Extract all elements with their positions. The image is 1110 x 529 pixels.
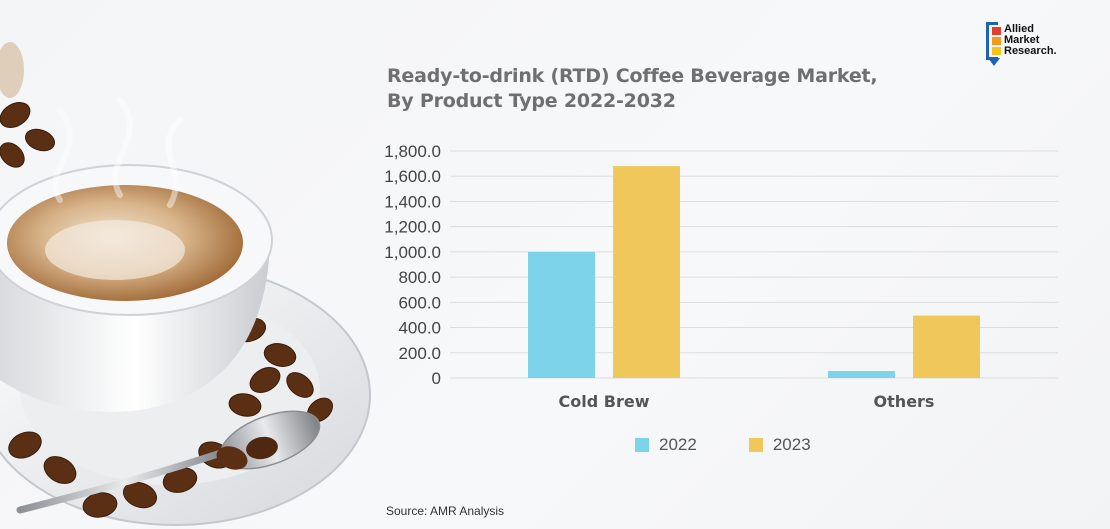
legend-label-2022: 2022	[659, 435, 697, 454]
bar-2023-others	[913, 315, 980, 378]
legend-label-2023: 2023	[772, 435, 811, 454]
bar-2022-cold-brew	[528, 251, 595, 378]
y-tick-label: 600.0	[398, 293, 441, 312]
legend-swatch-2022	[635, 438, 649, 452]
chart-legend: 2022 2023	[635, 435, 811, 455]
y-tick-label: 1,600.0	[384, 167, 441, 186]
x-category-label: Others	[874, 392, 935, 411]
y-tick-label: 1,000.0	[384, 243, 441, 262]
source-note: Source: AMR Analysis	[386, 504, 505, 518]
y-tick-label: 1,200.0	[384, 218, 441, 237]
legend-item-2023: 2023	[748, 435, 811, 455]
y-tick-label: 800.0	[398, 268, 441, 287]
y-tick-label: 1,400.0	[384, 192, 441, 211]
y-tick-label: 1,800.0	[384, 142, 441, 161]
chart-title-line-2: By Product Type 2022-2032	[387, 90, 676, 112]
y-tick-label: 200.0	[398, 344, 441, 363]
bar-2022-others	[828, 371, 895, 378]
legend-swatch-2023	[748, 438, 763, 452]
logo-line-2: Market	[1004, 34, 1040, 46]
y-tick-label: 400.0	[398, 319, 441, 338]
logo-line-3: Research.	[1004, 45, 1057, 57]
bar-2023-cold-brew	[613, 166, 680, 378]
chart-title: Ready-to-drink (RTD) Coffee Beverage Mar…	[387, 64, 878, 114]
legend-item-2022: 2022	[635, 435, 697, 455]
allied-market-research-logo: Allied Market Research.	[986, 22, 1076, 70]
coffee-cup-photo	[0, 42, 371, 526]
chart-title-line-1: Ready-to-drink (RTD) Coffee Beverage Mar…	[387, 65, 878, 87]
logo-line-1: Allied	[1004, 23, 1034, 35]
x-category-label: Cold Brew	[559, 392, 650, 411]
y-tick-label: 0	[432, 369, 441, 388]
